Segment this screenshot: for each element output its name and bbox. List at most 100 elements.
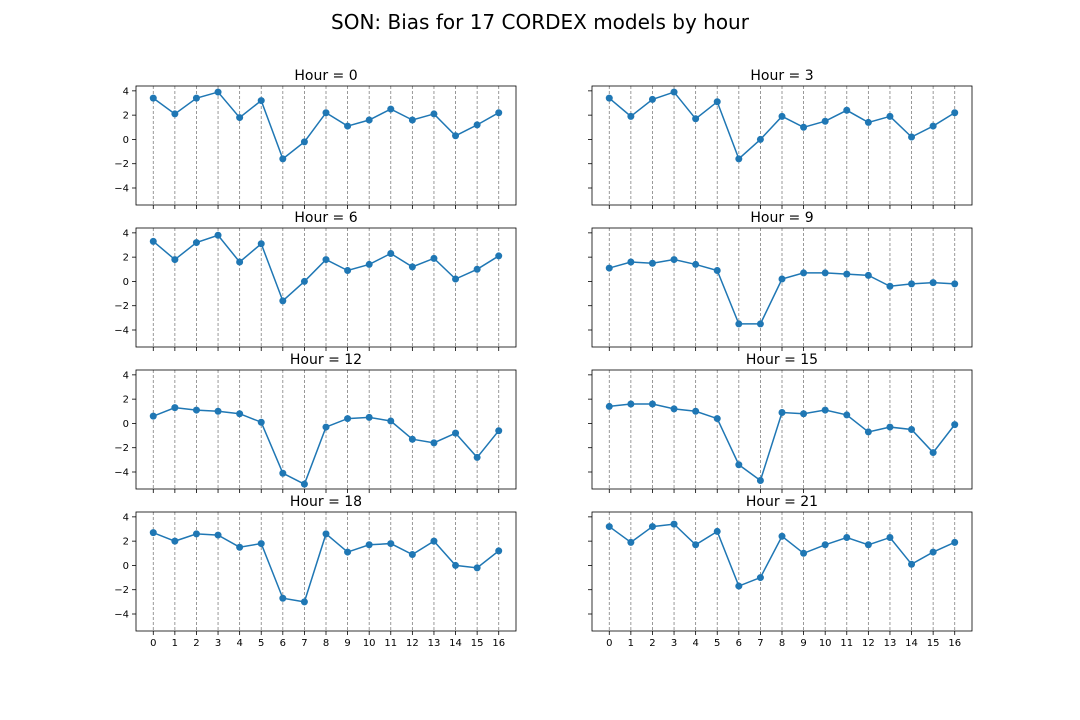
data-point [735,461,743,469]
x-tick-label: 11 [840,638,853,649]
data-point [821,406,829,414]
data-point [473,564,481,572]
data-point [756,320,764,328]
data-point [670,256,678,264]
data-point [257,540,265,548]
data-point [756,574,764,582]
data-point [627,538,635,546]
data-point [171,404,179,412]
x-tick-label: 1 [628,638,634,649]
data-point [344,267,352,274]
data-point [257,240,265,248]
subplot-title: Hour = 6 [294,210,357,226]
y-tick-label: 4 [123,512,129,523]
x-tick-label: 3 [671,638,677,649]
data-point [192,239,200,247]
data-point [452,429,460,437]
data-point [627,112,635,120]
data-point [149,529,157,537]
data-point [322,109,330,117]
data-point [387,105,395,113]
data-point [843,106,851,114]
subplot-title: Hour = 3 [750,68,813,84]
data-point [713,267,721,274]
data-point [430,110,438,118]
data-point [908,560,916,568]
data-point [452,132,460,140]
data-point [430,537,438,545]
data-point [279,469,287,477]
data-point [670,405,678,413]
x-tick-label: 14 [449,638,462,649]
x-tick-label: 10 [819,638,832,649]
data-point [886,112,894,120]
data-point [951,109,959,117]
x-tick-label: 5 [714,638,720,649]
data-point [408,263,416,271]
data-point [648,95,656,103]
data-point [713,527,721,535]
data-point [843,411,851,419]
data-point [735,155,743,163]
x-tick-label: 13 [884,638,897,649]
data-point [778,409,786,416]
data-point [171,537,179,545]
data-point [214,231,222,239]
data-point [648,400,656,408]
x-tick-label: 16 [948,638,961,649]
data-point [735,320,743,328]
subplot-hour-12: Hour = 12 −4 −2 0 2 4 [114,352,517,493]
x-tick-label: 0 [150,638,156,649]
y-tick-label: 2 [123,395,129,406]
data-point [864,118,872,126]
subplot-hour-3: Hour = 3 [588,68,973,209]
data-point [692,407,700,415]
x-tick-label: 16 [492,638,505,649]
subplot-title: Hour = 0 [294,68,357,84]
y-tick-label: 4 [123,86,129,97]
x-tick-label: 0 [606,638,612,649]
data-point [236,258,244,266]
x-tick-label: 9 [344,638,350,649]
data-point [929,548,937,556]
data-point [648,523,656,531]
data-point [365,413,373,421]
data-point [605,402,613,410]
data-point [670,520,678,528]
data-point [149,237,157,245]
data-point [236,114,244,122]
data-point [473,453,481,461]
y-tick-label: −4 [114,326,129,337]
data-point [171,256,179,264]
data-point [886,423,894,431]
data-point [387,540,395,548]
x-tick-label: 15 [471,638,484,649]
data-point [365,116,373,124]
subplot-title: Hour = 12 [290,352,362,368]
data-point [408,116,416,124]
y-tick-label: −2 [114,443,129,454]
y-tick-label: 0 [123,277,129,288]
data-point [149,94,157,102]
data-point [756,477,764,484]
data-point [951,538,959,546]
data-point [214,88,222,96]
subplot-title: Hour = 9 [750,210,813,226]
data-point [821,541,829,549]
data-point [864,428,872,436]
data-point [929,279,937,287]
x-tick-label: 6 [280,638,286,649]
data-point [344,122,352,130]
data-point [214,407,222,415]
x-tick-label: 12 [406,638,419,649]
data-point [192,530,200,538]
data-point [843,534,851,541]
data-point [452,561,460,569]
data-point [735,582,743,590]
x-tick-label: 2 [649,638,655,649]
subplot-hour-0: Hour = 0 −4 −2 0 2 4 [114,68,517,209]
y-tick-label: 0 [123,419,129,430]
